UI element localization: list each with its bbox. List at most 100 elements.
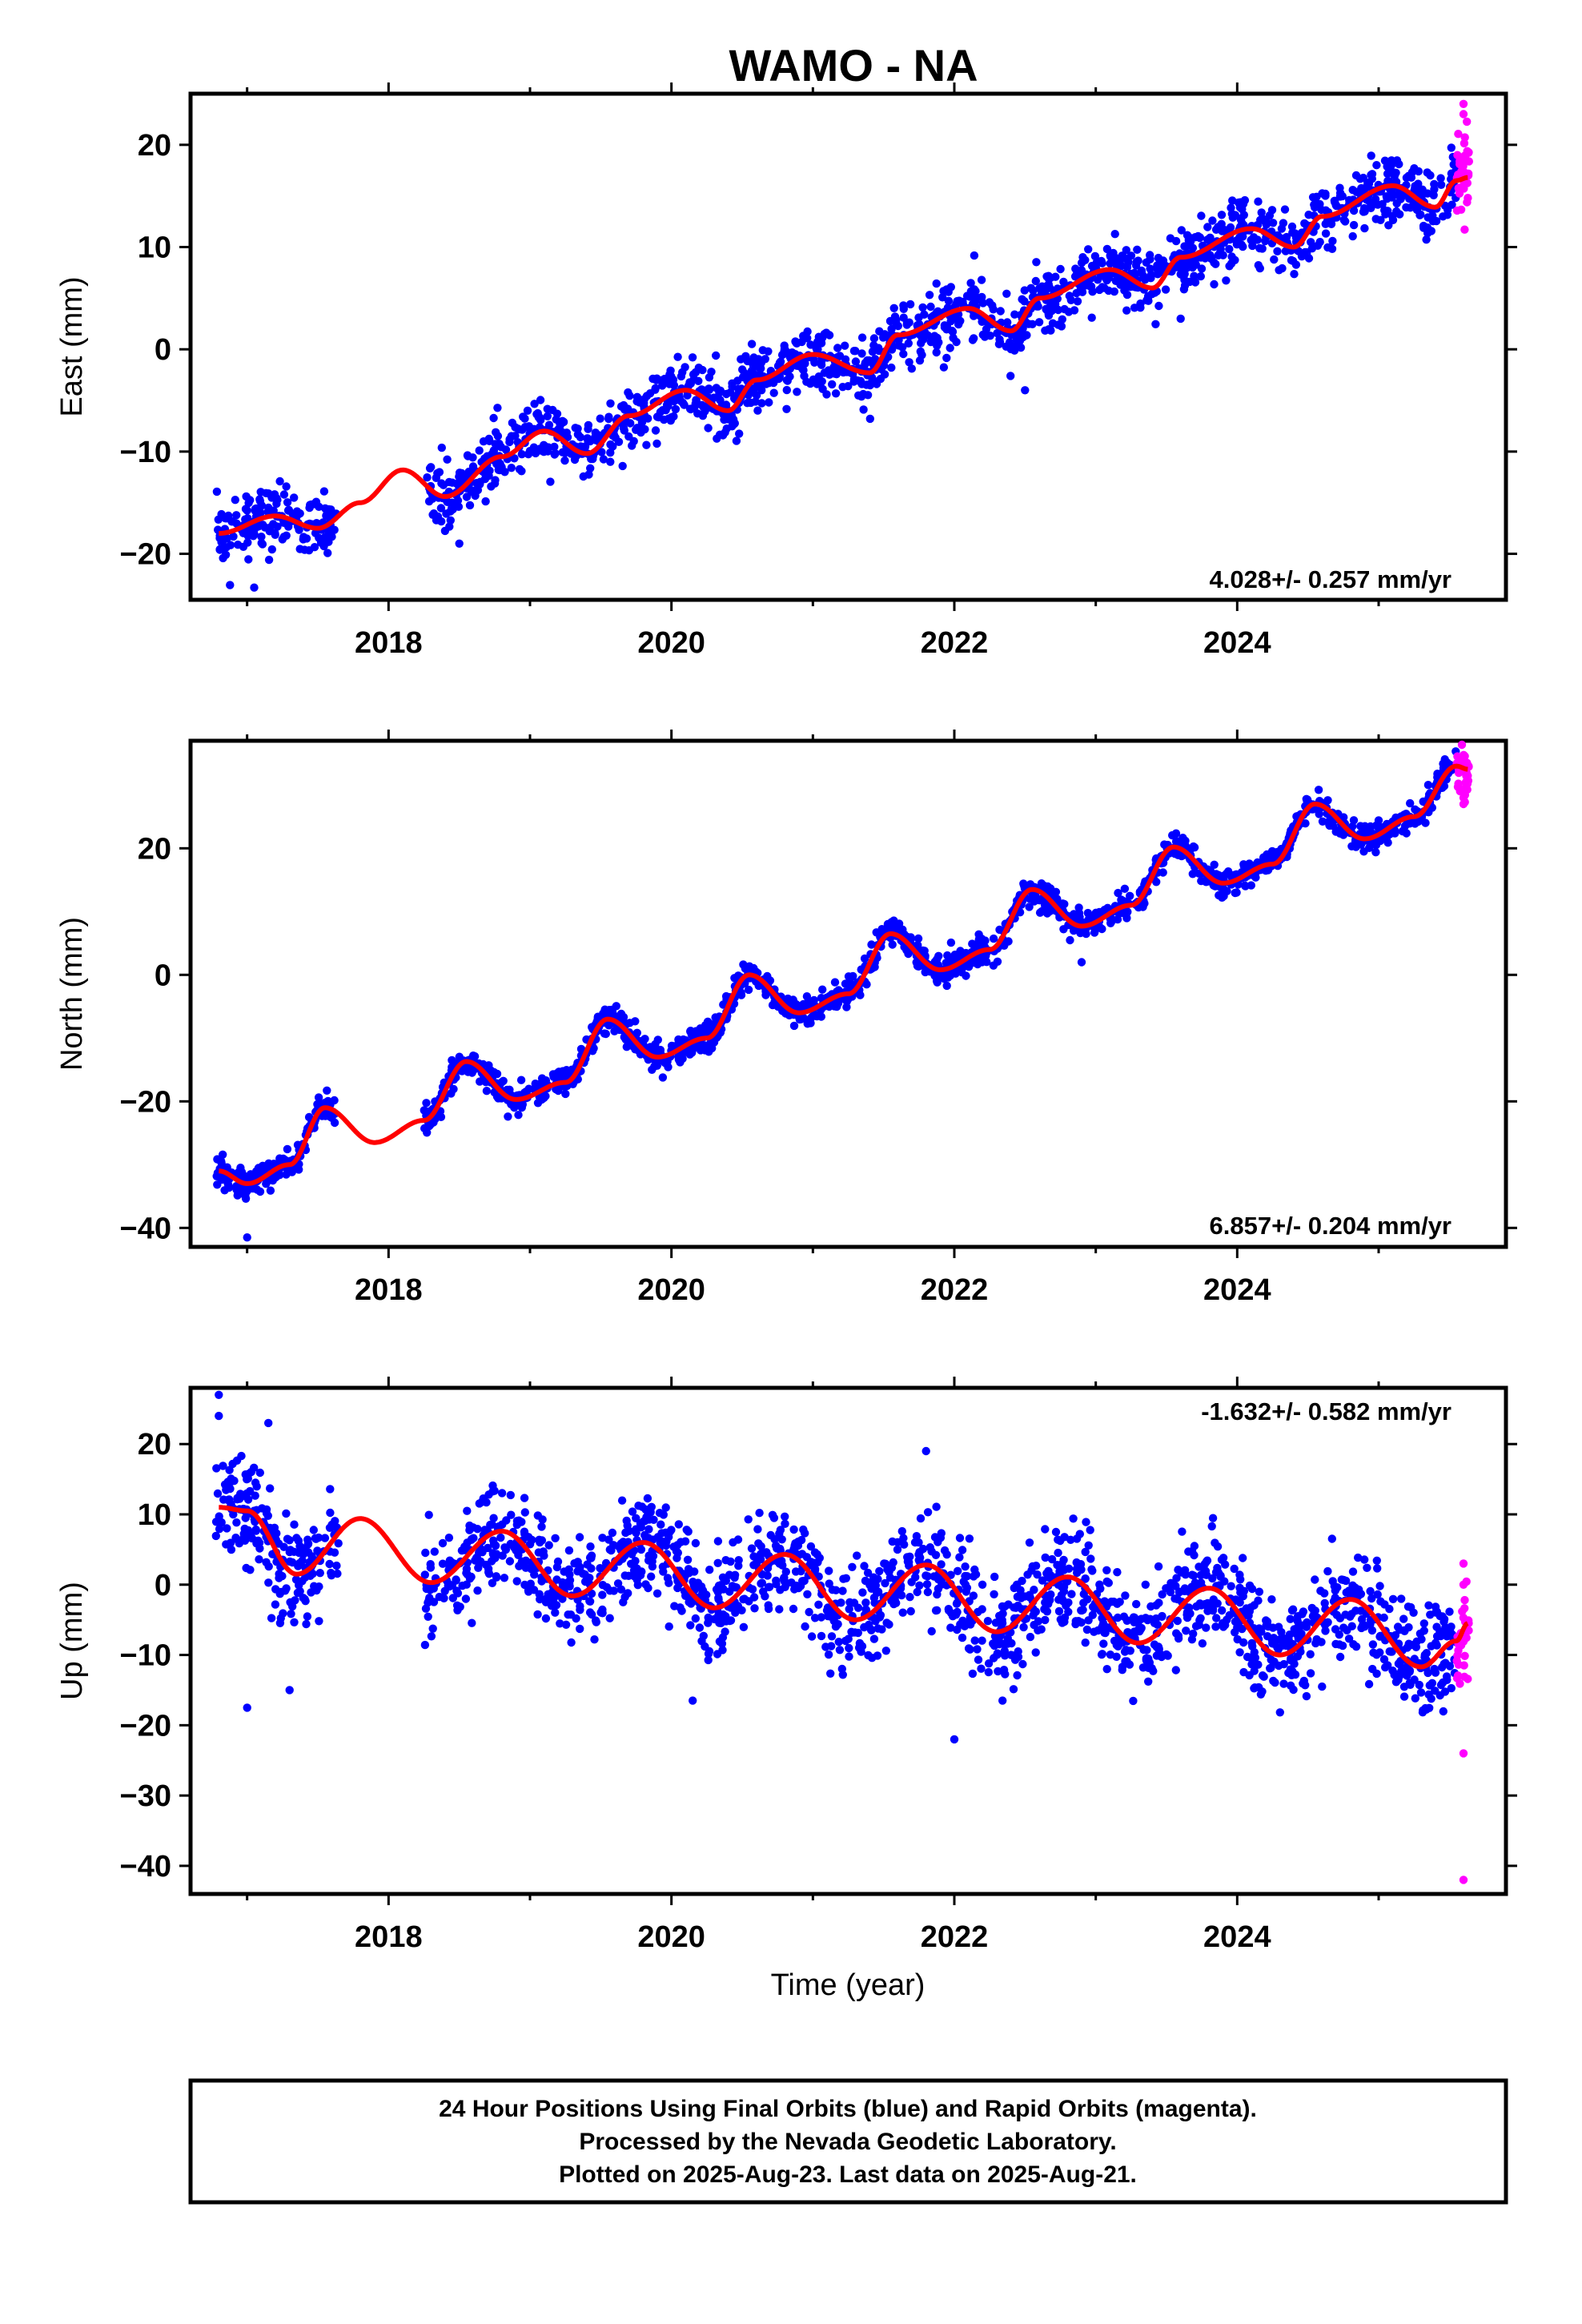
data-point <box>250 583 259 592</box>
data-point <box>1328 236 1337 246</box>
data-point <box>224 511 233 521</box>
data-point <box>530 400 539 408</box>
data-point <box>814 1600 823 1610</box>
data-point <box>652 439 661 448</box>
data-point <box>977 275 986 284</box>
data-point <box>683 1555 693 1565</box>
data-point <box>1020 286 1030 295</box>
data-point <box>598 1581 608 1590</box>
data-point <box>1236 1588 1245 1597</box>
data-point <box>1194 231 1203 241</box>
data-point <box>1463 117 1472 127</box>
data-point <box>906 1606 915 1616</box>
data-point <box>1214 223 1223 232</box>
data-point <box>1419 1619 1429 1628</box>
data-point <box>1372 161 1381 170</box>
data-point <box>1196 271 1206 281</box>
data-point <box>493 432 503 440</box>
data-point <box>476 480 484 489</box>
data-point <box>1018 295 1026 304</box>
data-point <box>1003 318 1012 327</box>
data-point <box>1154 1562 1163 1571</box>
data-point <box>656 1520 665 1529</box>
data-point <box>600 1029 609 1038</box>
data-point <box>1286 1614 1295 1623</box>
data-point <box>424 1510 433 1519</box>
data-point <box>1371 215 1380 223</box>
data-point <box>865 380 874 388</box>
data-point <box>990 1572 999 1582</box>
data-point <box>715 388 724 397</box>
data-point <box>267 545 276 554</box>
data-point <box>1132 1599 1141 1609</box>
data-point <box>1087 1565 1096 1574</box>
data-point <box>1176 314 1185 324</box>
data-point <box>966 279 975 287</box>
data-point <box>939 363 949 372</box>
data-point <box>1414 167 1423 176</box>
data-point <box>468 1523 478 1532</box>
data-point <box>1161 285 1170 294</box>
data-point <box>725 1570 734 1579</box>
data-point <box>462 1569 471 1578</box>
data-point <box>1146 255 1154 263</box>
data-point <box>570 455 580 464</box>
data-point <box>1461 778 1471 787</box>
plot-frame <box>188 91 1508 602</box>
data-point <box>1360 207 1369 216</box>
data-point <box>873 1587 883 1596</box>
data-point <box>781 1519 789 1529</box>
data-point <box>969 1591 978 1600</box>
data-point <box>1279 219 1288 227</box>
data-point <box>1231 1628 1239 1637</box>
data-point <box>1203 223 1212 231</box>
data-point <box>1247 1584 1257 1594</box>
final-orbit-points <box>212 143 1461 592</box>
data-point <box>914 962 923 971</box>
data-point <box>1250 1667 1259 1675</box>
y-tick-label: 0 <box>155 333 171 367</box>
data-point <box>1347 842 1356 851</box>
data-point <box>970 334 978 343</box>
data-point <box>777 1535 786 1544</box>
data-point <box>221 550 231 559</box>
data-point <box>769 388 778 397</box>
data-point <box>436 1112 446 1122</box>
data-point <box>1054 1606 1064 1616</box>
data-point <box>1397 192 1406 202</box>
data-point <box>300 1594 309 1604</box>
data-point <box>1424 1601 1433 1610</box>
data-point <box>614 437 624 446</box>
x-tick-label: 2022 <box>921 626 989 660</box>
data-point <box>1072 1558 1081 1567</box>
data-point <box>1247 1603 1255 1612</box>
data-point <box>516 1076 526 1084</box>
data-point <box>1117 261 1126 271</box>
data-point <box>1459 110 1468 119</box>
data-point <box>954 296 964 305</box>
data-point <box>1141 1580 1150 1590</box>
data-point <box>632 424 641 432</box>
data-point <box>1034 1626 1042 1635</box>
data-point <box>616 1585 626 1594</box>
x-tick-label: 2024 <box>1203 1273 1271 1307</box>
data-point <box>1197 211 1206 220</box>
data-point <box>1095 285 1104 295</box>
data-point <box>1280 205 1290 214</box>
data-point <box>1267 206 1277 215</box>
data-point <box>1304 254 1314 263</box>
data-point <box>1031 1648 1040 1657</box>
data-point <box>946 1609 956 1618</box>
data-point <box>1067 1590 1076 1598</box>
data-point <box>897 1526 907 1536</box>
data-point <box>1427 1695 1435 1703</box>
data-point <box>1216 244 1225 254</box>
x-tick-label: 2020 <box>637 1273 705 1307</box>
data-point <box>1250 1684 1259 1693</box>
data-point <box>878 333 888 342</box>
data-point <box>448 478 457 487</box>
data-point <box>496 459 504 468</box>
data-point <box>284 505 294 515</box>
data-point <box>845 1652 853 1661</box>
data-point <box>932 1502 941 1511</box>
